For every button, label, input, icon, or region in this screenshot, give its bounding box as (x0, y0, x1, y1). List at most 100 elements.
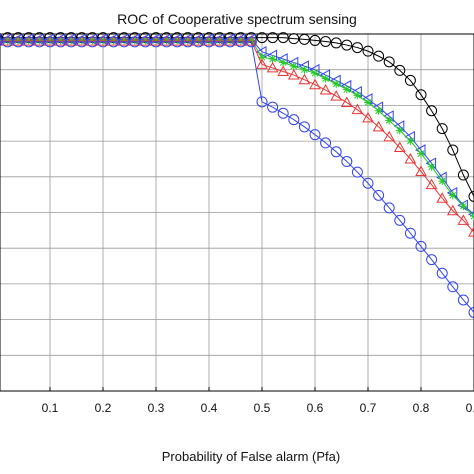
series-3-point (236, 36, 245, 45)
series-3-point (279, 58, 288, 67)
x-tick-label: 0.9 (466, 401, 474, 415)
series-4-point (1, 35, 14, 46)
series-4-point (256, 58, 268, 69)
series-5-point (224, 36, 236, 48)
series-3-point (120, 36, 129, 45)
series-5-point (277, 107, 289, 119)
series-1-point (447, 144, 459, 156)
series-3-point (77, 36, 86, 45)
series-4-point (393, 141, 406, 153)
series-3-point (183, 36, 192, 45)
x-tick-label: 0.4 (201, 401, 218, 415)
series-5-point (330, 146, 342, 158)
series-4-point (213, 35, 226, 46)
series-5-point (97, 36, 109, 48)
series-4-point (425, 178, 438, 190)
series-4-point (192, 35, 205, 46)
series-1-point (298, 33, 310, 45)
series-4-point (404, 152, 417, 164)
series-3-point (46, 36, 54, 45)
series-4-point (446, 204, 459, 216)
x-tick-label: 0.1 (42, 401, 59, 415)
series-5-point (320, 137, 332, 149)
series-4-point (139, 35, 152, 46)
series-5-point (65, 36, 77, 48)
series-1-point (362, 45, 374, 57)
series-3-point (88, 36, 97, 45)
series-5-point (118, 36, 130, 48)
series-1-point (373, 50, 385, 62)
series-5-point (150, 36, 162, 48)
series-4-point (287, 69, 300, 80)
series-3-point (268, 54, 277, 63)
series-5-point (139, 36, 151, 48)
series-4-point (340, 96, 353, 108)
series-3-point (141, 36, 150, 45)
x-tick-label: 0.2 (95, 401, 112, 415)
series-3-point (35, 36, 44, 45)
series-5-point (33, 36, 45, 48)
series-1-point (330, 37, 342, 49)
series-5-point (12, 36, 24, 48)
series-4-point (351, 103, 364, 115)
series-4-point (97, 35, 109, 46)
series-4-point (12, 35, 25, 46)
x-tick-label: 0.6 (307, 401, 324, 415)
series-3-point (56, 36, 65, 45)
series-3-point (385, 116, 394, 125)
series-3-point (353, 91, 362, 100)
series-3-point (364, 98, 372, 107)
series-3-point (205, 36, 213, 45)
series-1-point (457, 169, 469, 181)
series-5-point (373, 189, 385, 201)
series-5-point (267, 101, 279, 113)
series-4-point (224, 35, 237, 46)
series-4-point (266, 61, 279, 73)
series-5-point (436, 267, 448, 279)
x-tick-label: 0.5 (254, 401, 271, 415)
series-4-point (22, 35, 35, 46)
series-3-point (342, 85, 351, 94)
series-5-point (288, 114, 300, 126)
series-5-point (161, 36, 173, 48)
series-4-point (245, 35, 258, 46)
series-1-point (288, 33, 300, 45)
series-5-point (394, 214, 406, 226)
series-3-point (226, 36, 235, 45)
series-3-point (24, 36, 33, 45)
series-5-point (182, 36, 194, 48)
series-5-point (298, 121, 310, 133)
series-4-point (330, 90, 343, 101)
chart-title: ROC of Cooperative spectrum sensing (117, 11, 357, 27)
series-3-point (215, 36, 224, 45)
series-4-point (383, 130, 396, 142)
series-3-point (438, 177, 447, 186)
series-5-point (341, 155, 353, 167)
series-4-point (372, 120, 385, 132)
series-1-point (394, 64, 406, 76)
series-4-point (181, 35, 194, 46)
series-3-point (130, 36, 139, 45)
series-5-point (256, 96, 268, 108)
series-4-point (319, 84, 332, 95)
series-4-point (309, 78, 321, 90)
series-5-point (351, 166, 363, 178)
series-1-point (436, 123, 448, 135)
series-5-point (468, 306, 474, 318)
series-line-1 (0, 37, 474, 197)
series-4-point (415, 165, 427, 176)
series-4-point (160, 35, 173, 46)
series-4-point (234, 35, 247, 46)
series-3-point (417, 149, 425, 158)
series-1-point (320, 35, 332, 47)
series-3-point (427, 162, 436, 171)
series-1-point (256, 32, 268, 44)
series-5-point (0, 37, 3, 47)
series-line-2 (0, 38, 474, 215)
series-5-point (108, 36, 120, 48)
series-3-point (194, 36, 203, 45)
series-3-point (67, 36, 76, 45)
series-4-point (65, 35, 78, 46)
series-1-point (277, 32, 289, 44)
series-5-point (404, 227, 416, 239)
